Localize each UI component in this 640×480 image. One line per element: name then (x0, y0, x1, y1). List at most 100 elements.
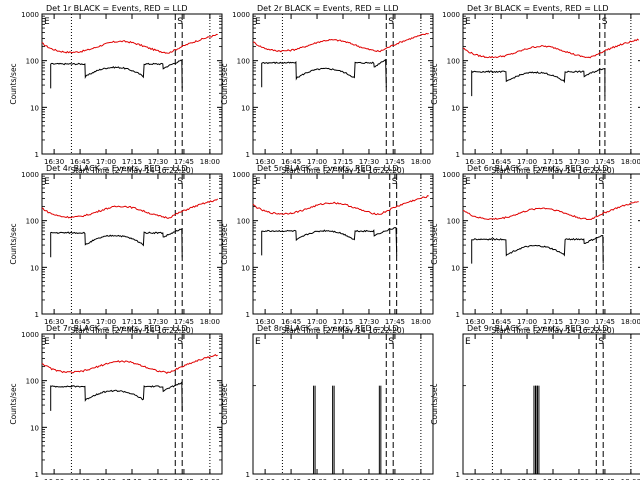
chart-title: Det 9r BLACK = Events, RED = LLD (467, 324, 609, 333)
x-tick-label: 17:00 (307, 158, 327, 166)
x-tick-label: 16:30 (465, 478, 485, 480)
x-tick-label: 17:00 (96, 158, 116, 166)
x-tick-label: 16:45 (70, 158, 90, 166)
x-tick-label: 17:15 (122, 478, 142, 480)
end-marker: S (388, 337, 394, 347)
events-series-line (50, 380, 183, 411)
x-tick-label: 17:30 (148, 158, 168, 166)
x-tick-label: 17:45 (385, 478, 405, 480)
events-series-line (261, 226, 398, 256)
x-axis-label: Start Time (27-May-14 16:22:20) (70, 166, 193, 175)
x-tick-label: 18:00 (621, 158, 640, 166)
chart-panel: Det 3r BLACK = Events, RED = LLD 1 10 100 10… (430, 4, 640, 175)
chart-title: Det 5r BLACK = Events, RED = LLD (257, 164, 399, 173)
chart-panel: Det 6r BLACK = Events, RED = LLD 1 10 100 10… (430, 164, 640, 335)
events-series-line (261, 58, 387, 88)
x-tick-label: 17:15 (543, 318, 563, 326)
x-tick-label: 17:15 (333, 318, 353, 326)
y-tick-label: 1 (246, 471, 250, 479)
end-marker: S (598, 177, 604, 187)
x-tick-label: 17:30 (569, 158, 589, 166)
lld-series-line (252, 195, 429, 216)
x-tick-label: 17:15 (122, 158, 142, 166)
y-axis-label: Counts/sec (9, 383, 18, 424)
x-tick-label: 17:15 (333, 158, 353, 166)
y-tick-label: 100 (447, 58, 460, 66)
end-marker: S (177, 177, 183, 187)
x-tick-label: 16:45 (281, 478, 301, 480)
end-marker: S (602, 17, 608, 27)
x-tick-label: 17:30 (359, 318, 379, 326)
x-tick-label: 18:00 (200, 158, 220, 166)
x-tick-label: 16:30 (465, 318, 485, 326)
x-tick-label: 17:00 (96, 318, 116, 326)
y-tick-label: 100 (26, 58, 39, 66)
y-axis-label: Counts/sec (430, 223, 439, 264)
chart-title: Det 8r BLACK = Events, RED = LLD (257, 324, 399, 333)
events-series-line (50, 59, 183, 89)
x-tick-label: 18:00 (411, 158, 431, 166)
chart-title: Det 1r BLACK = Events, RED = LLD (46, 4, 188, 13)
x-tick-label: 17:30 (148, 318, 168, 326)
x-tick-label: 17:45 (595, 158, 615, 166)
events-series-line (471, 68, 606, 97)
y-tick-label: 100 (237, 58, 250, 66)
x-tick-label: 17:00 (307, 478, 327, 480)
x-axis-label: Start Time (27-May-14 16:22:20) (491, 326, 614, 335)
x-tick-label: 17:00 (96, 478, 116, 480)
y-tick-label: 1 (246, 311, 250, 319)
lld-series-line (462, 201, 639, 221)
x-tick-label: 16:30 (465, 158, 485, 166)
y-tick-label: 1 (35, 151, 39, 159)
x-axis-label: Start Time (27-May-14 16:22:20) (491, 166, 614, 175)
y-axis-label: Counts/sec (430, 63, 439, 104)
chart-panel: Det 7r BLACK = Events, RED = LLD 1 10 100 10… (9, 324, 223, 480)
start-marker: E (44, 177, 50, 187)
x-tick-label: 16:45 (281, 158, 301, 166)
y-axis-label: Counts/sec (430, 383, 439, 424)
x-tick-label: 17:00 (517, 318, 537, 326)
end-marker: S (388, 17, 394, 27)
y-tick-label: 100 (26, 218, 39, 226)
end-marker: S (177, 17, 183, 27)
end-marker: S (177, 337, 183, 347)
x-tick-label: 17:45 (174, 318, 194, 326)
plot-frame (41, 173, 223, 315)
chart-title: Det 6r BLACK = Events, RED = LLD (467, 164, 609, 173)
x-tick-label: 17:45 (595, 318, 615, 326)
x-tick-label: 17:30 (359, 158, 379, 166)
lld-series-line (41, 354, 218, 374)
x-tick-label: 16:45 (491, 158, 511, 166)
start-marker: E (255, 177, 261, 187)
x-tick-label: 18:00 (200, 478, 220, 480)
start-marker: E (44, 337, 50, 347)
x-tick-label: 17:45 (385, 158, 405, 166)
plot-frame (41, 333, 223, 475)
lld-series-line (462, 38, 640, 59)
x-tick-label: 17:00 (517, 158, 537, 166)
chart-title: Det 2r BLACK = Events, RED = LLD (257, 4, 399, 13)
chart-panel: Det 4r BLACK = Events, RED = LLD 1 10 100 10… (9, 164, 223, 335)
y-tick-label: 1 (35, 311, 39, 319)
x-tick-label: 17:45 (174, 158, 194, 166)
y-axis-label: Counts/sec (9, 223, 18, 264)
plot-frame (462, 333, 640, 475)
y-tick-label: 1000 (442, 11, 460, 19)
lld-series-line (41, 33, 218, 54)
y-tick-label: 1000 (232, 11, 250, 19)
x-tick-label: 18:00 (411, 318, 431, 326)
chart-panel: Det 5r BLACK = Events, RED = LLD 1 10 100 10… (220, 164, 434, 335)
y-tick-label: 10 (241, 264, 250, 272)
y-tick-label: 1000 (21, 11, 39, 19)
x-tick-label: 18:00 (621, 318, 640, 326)
y-tick-label: 100 (26, 378, 39, 386)
x-axis-label: Start Time (27-May-14 16:22:20) (70, 326, 193, 335)
x-tick-label: 17:15 (333, 478, 353, 480)
x-tick-label: 17:30 (569, 478, 589, 480)
y-tick-label: 10 (30, 264, 39, 272)
y-tick-label: 10 (30, 424, 39, 432)
plot-frame (41, 13, 223, 155)
x-tick-label: 16:45 (70, 478, 90, 480)
y-tick-label: 10 (241, 104, 250, 112)
